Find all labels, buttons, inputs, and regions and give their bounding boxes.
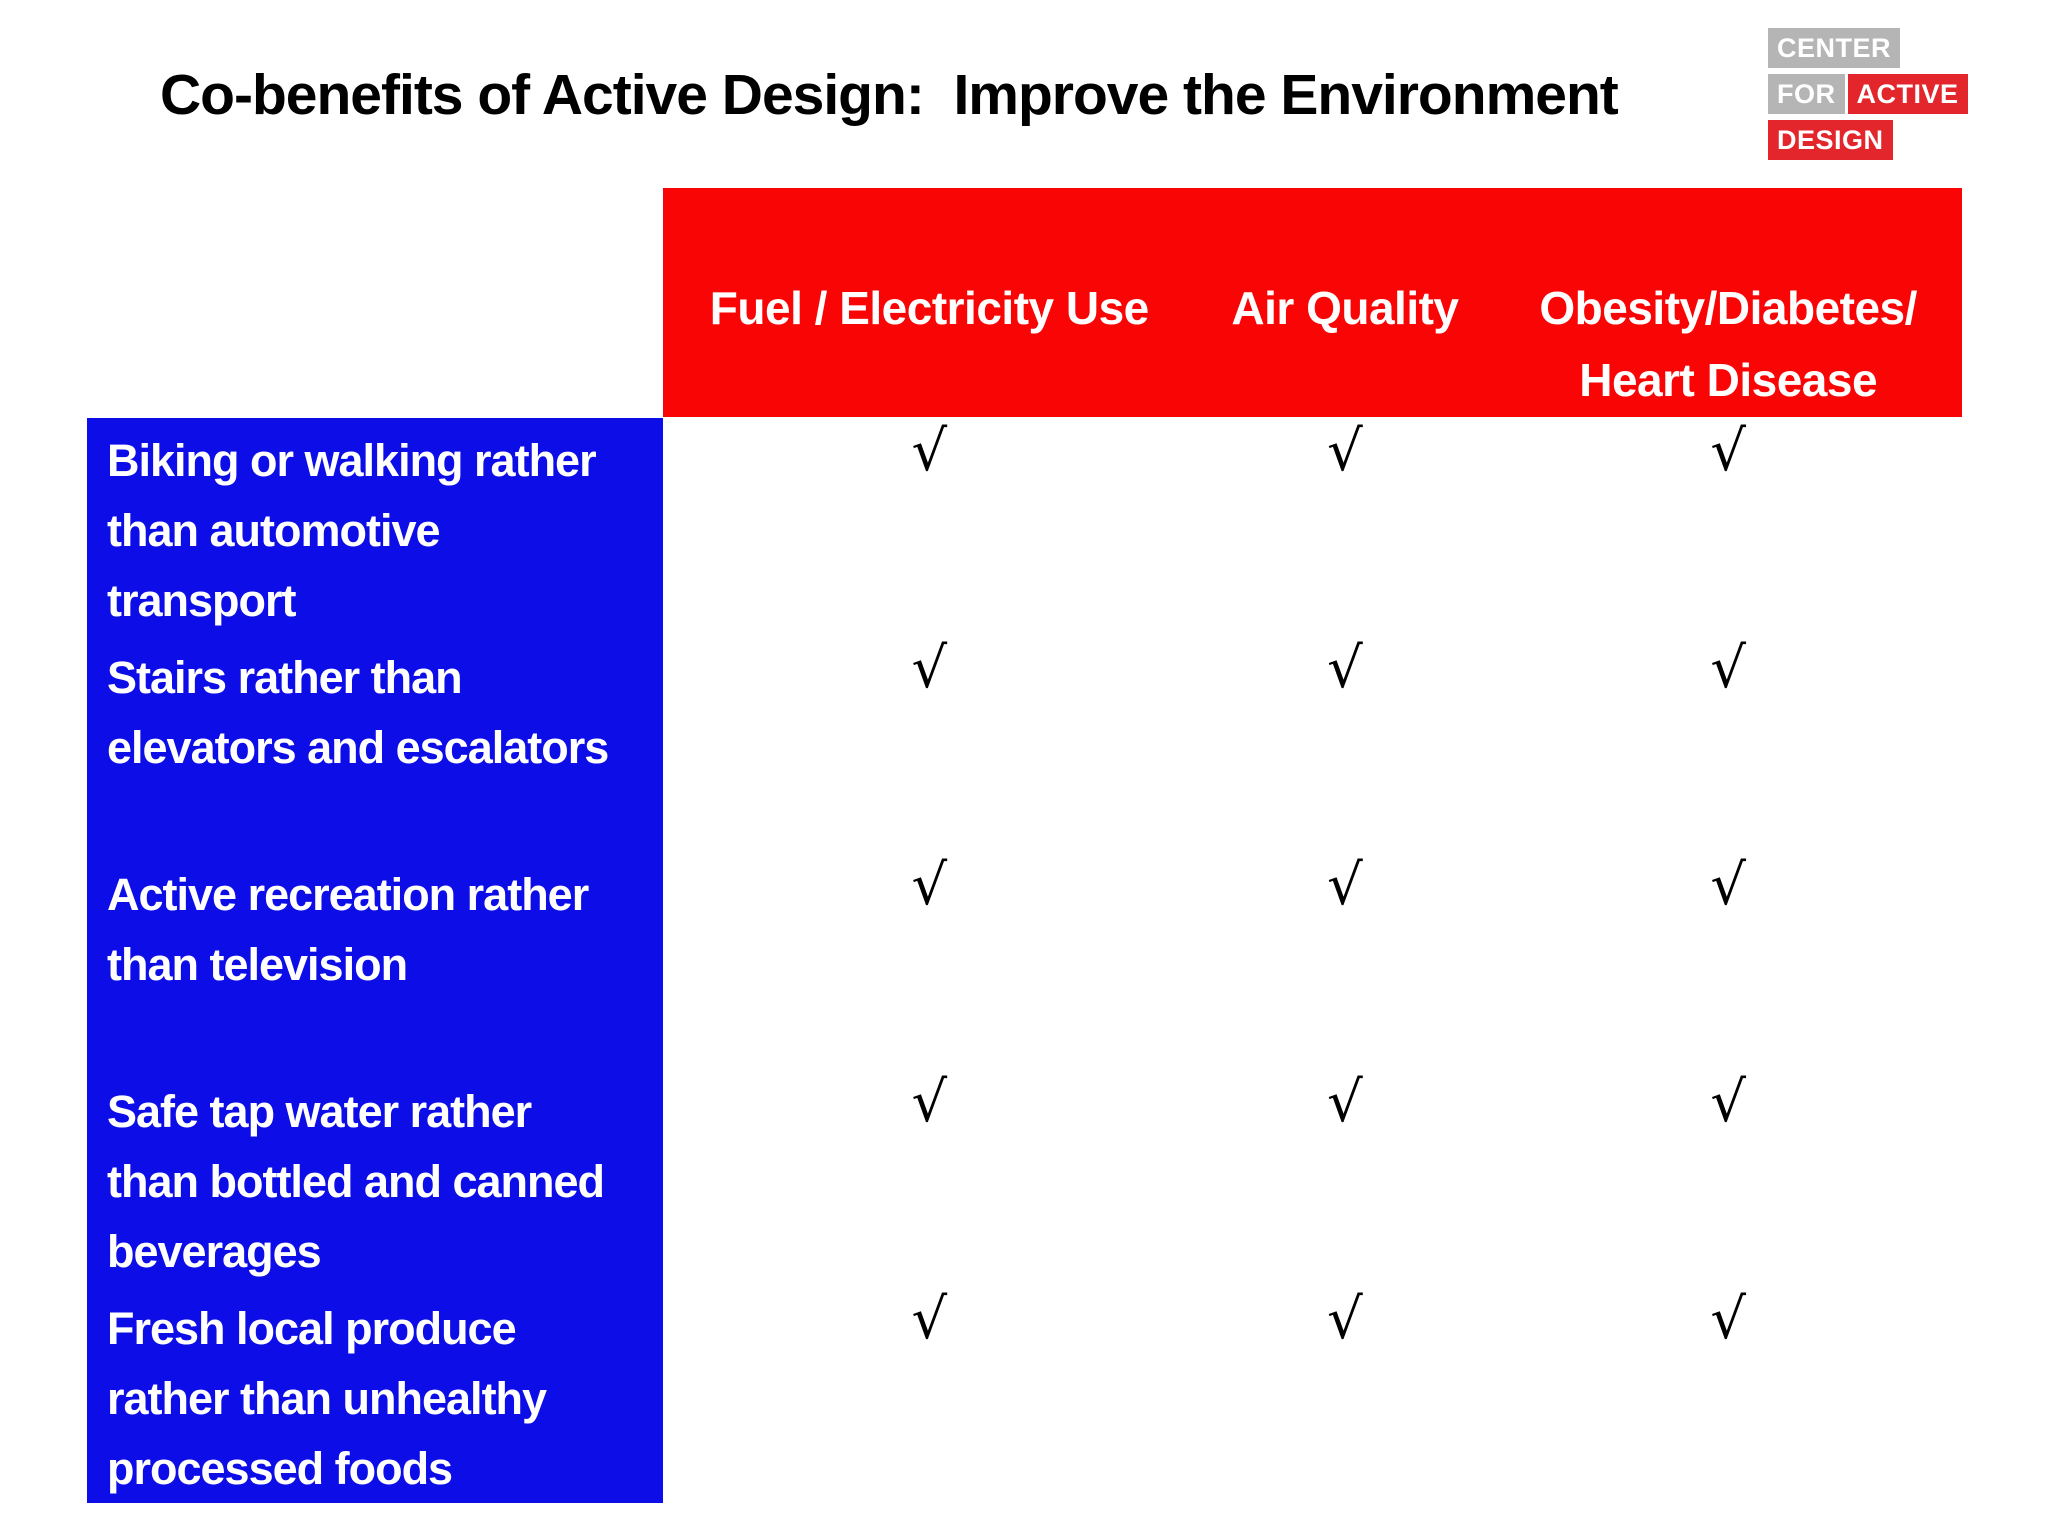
checkmark-icon: √ — [911, 636, 948, 701]
logo-for-box: FOR — [1768, 74, 1845, 114]
table-cell: √ — [1494, 418, 1962, 635]
logo-row-2: FOR ACTIVE — [1768, 74, 1968, 114]
logo-design-box: DESIGN — [1768, 120, 1893, 160]
checkmark-icon: √ — [1710, 853, 1746, 918]
checkmark-icon: √ — [1327, 636, 1363, 701]
table-cell: √ — [663, 635, 1196, 852]
row-label-biking-or-walking: Biking or walking rather than automotive… — [107, 435, 597, 626]
checkmark-icon: √ — [1327, 419, 1363, 484]
slide-title: Co-benefits of Active Design: Improve th… — [160, 63, 1619, 127]
checkmark-icon: √ — [911, 853, 948, 918]
table-cell: √ — [663, 1069, 1196, 1286]
column-header-air-quality: Air Quality — [1231, 282, 1459, 334]
table-cell: √ — [1196, 1286, 1495, 1503]
table-cell: √ — [1196, 852, 1495, 1069]
checkmark-icon: √ — [1710, 419, 1746, 484]
checkmark-icon: √ — [1327, 1070, 1363, 1135]
checkmark-icon: √ — [1710, 1070, 1746, 1135]
center-for-active-design-logo: CENTER FOR ACTIVE DESIGN — [1768, 28, 1968, 160]
table-cell: √ — [1494, 852, 1962, 1069]
table-cell: √ — [1196, 1069, 1495, 1286]
table-cell: √ — [1196, 635, 1495, 852]
logo-row-1: CENTER — [1768, 28, 1901, 68]
column-header-obesity-diabetes-heart-disease: Obesity/Diabetes/ Heart Disease — [1539, 282, 1917, 406]
row-label-active-recreation: Active recreation rather than television — [107, 869, 589, 990]
checkmark-icon: √ — [911, 1287, 948, 1352]
row-label-stairs: Stairs rather than elevators and escalat… — [107, 652, 609, 773]
table-cell: √ — [663, 1286, 1196, 1503]
checkmark-icon: √ — [911, 419, 948, 484]
table-cell: √ — [663, 418, 1196, 635]
logo-active-box: ACTIVE — [1847, 74, 1968, 114]
checkmark-icon: √ — [1710, 636, 1746, 701]
table-cell: √ — [1494, 1286, 1962, 1503]
table-cell: √ — [1494, 635, 1962, 852]
table-cell: √ — [1196, 418, 1495, 635]
checkmark-icon: √ — [1327, 853, 1363, 918]
row-labels-panel: Biking or walking rather than automotive… — [87, 418, 663, 1503]
table-cell: √ — [663, 852, 1196, 1069]
row-label-fresh-local-produce: Fresh local produce rather than unhealth… — [107, 1303, 547, 1494]
checkmark-icon: √ — [1710, 1287, 1746, 1352]
logo-center-box: CENTER — [1768, 28, 1901, 68]
logo-row-3: DESIGN — [1768, 120, 1893, 160]
checkmark-icon: √ — [911, 1070, 948, 1135]
table-header-row: Fuel / Electricity Use Air Quality Obesi… — [663, 188, 1962, 417]
checkmarks-grid: √ √ √ √ √ √ √ √ √ √ √ √ √ √ √ — [663, 418, 1962, 1503]
table-cell: √ — [1494, 1069, 1962, 1286]
row-label-safe-tap-water: Safe tap water rather than bottled and c… — [107, 1086, 605, 1277]
column-header-fuel-electricity-use: Fuel / Electricity Use — [709, 282, 1149, 334]
checkmark-icon: √ — [1327, 1287, 1363, 1352]
